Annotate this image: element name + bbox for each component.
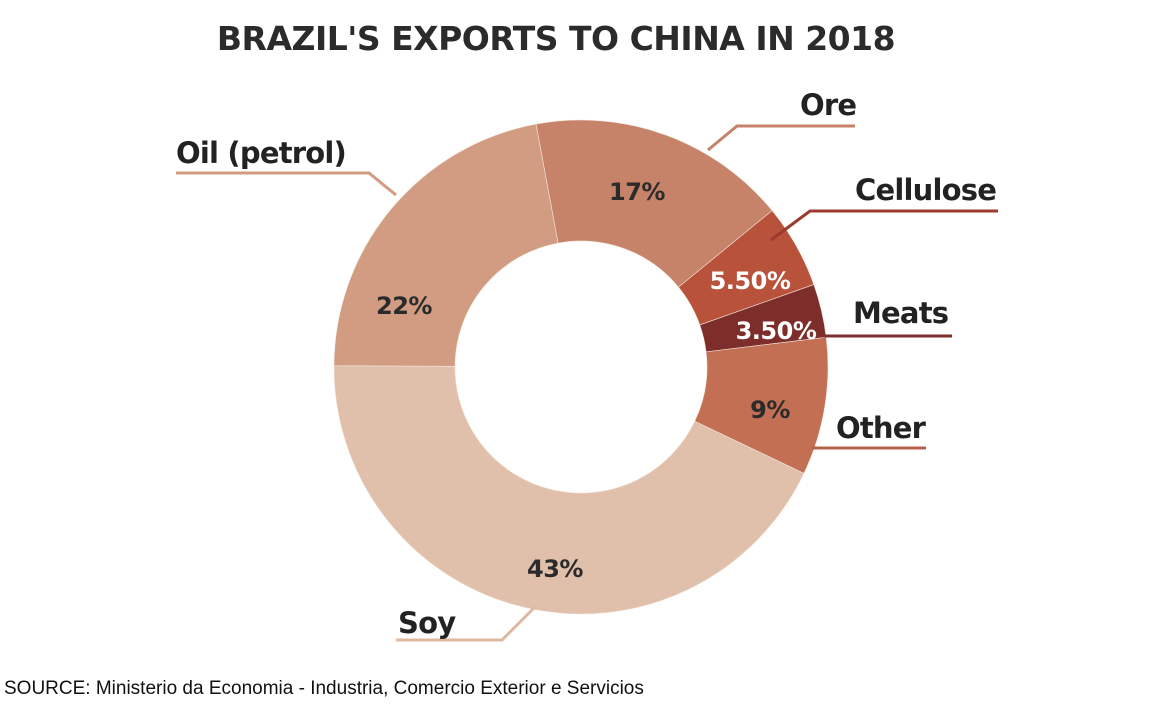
value-label-ore: 17%	[609, 178, 665, 206]
source-note: SOURCE: Ministerio da Economia - Industr…	[4, 678, 644, 699]
value-label-oil-petrol: 22%	[376, 292, 432, 320]
leader-line-oil-petrol	[176, 171, 397, 197]
category-label-oil-petrol: Oil (petrol)	[176, 136, 346, 170]
category-labels-group: Ore Cellulose Meats Other Soy Oil (petrol)	[176, 88, 997, 640]
value-label-meats: 3.50%	[736, 317, 817, 345]
slice-soy	[333, 365, 805, 615]
leader-line-cellulose	[770, 209, 998, 242]
category-label-meats: Meats	[853, 296, 948, 330]
leader-line-ore	[707, 124, 855, 152]
value-labels-group: 17% 5.50% 3.50% 9% 43% 22%	[376, 178, 817, 583]
category-label-soy: Soy	[398, 606, 456, 640]
value-label-cellulose: 5.50%	[710, 267, 791, 295]
chart-title: BRAZIL'S EXPORTS TO CHINA IN 2018	[217, 19, 895, 58]
category-label-cellulose: Cellulose	[855, 173, 996, 207]
leader-lines-group	[176, 124, 998, 642]
category-label-ore: Ore	[800, 88, 856, 122]
category-label-other: Other	[836, 411, 927, 445]
value-label-other: 9%	[750, 396, 790, 424]
slice-ore	[535, 119, 773, 288]
slice-oil-petrol	[333, 123, 559, 367]
slices-group	[333, 119, 829, 615]
leader-line-soy	[396, 605, 537, 642]
value-label-soy: 43%	[527, 555, 583, 583]
